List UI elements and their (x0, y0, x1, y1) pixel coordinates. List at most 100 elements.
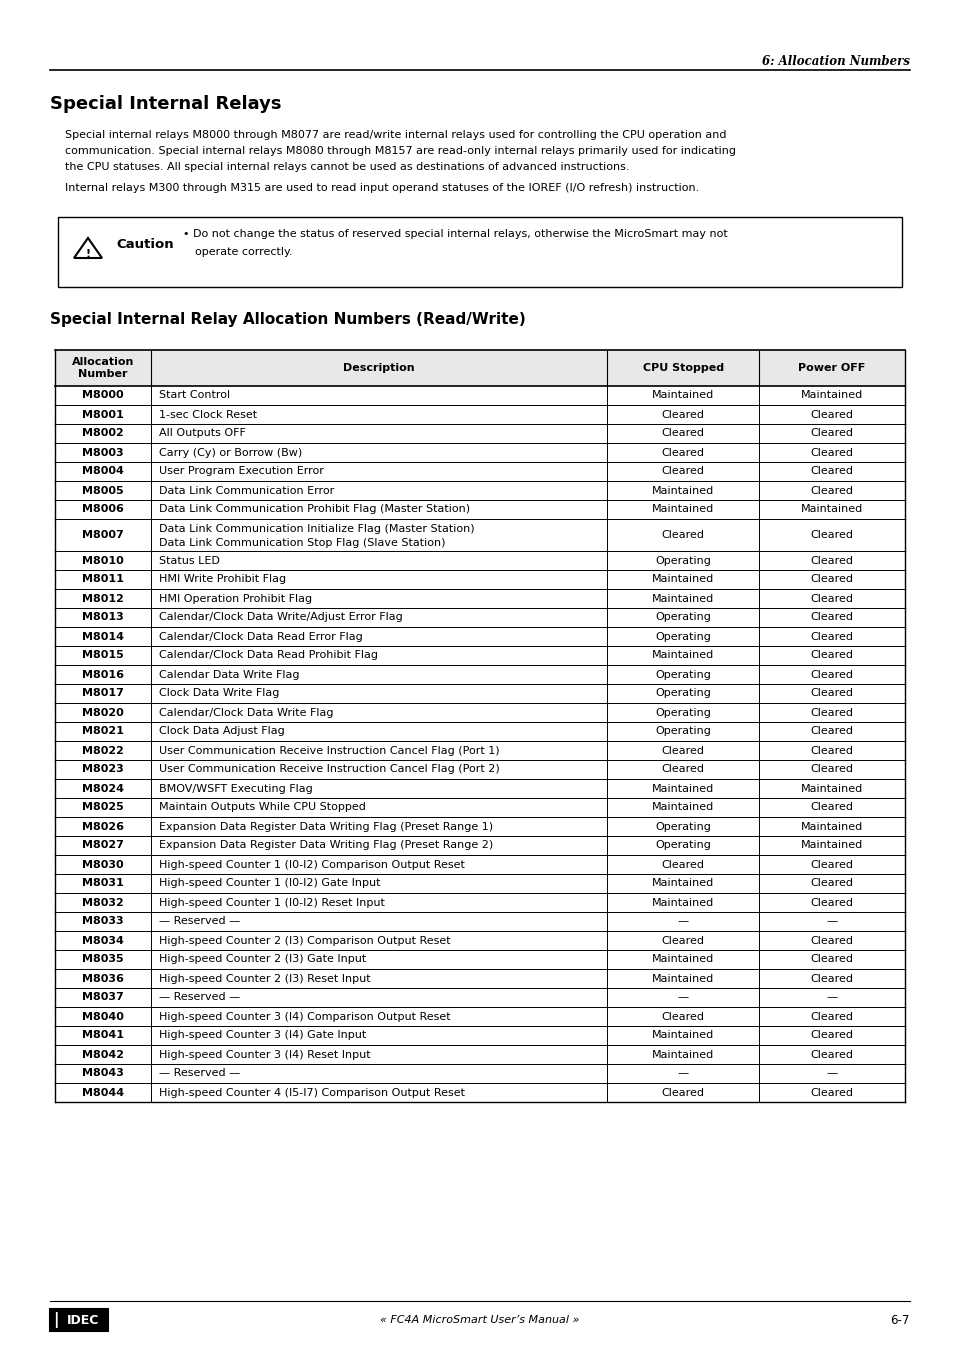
Text: Maintained: Maintained (651, 974, 714, 984)
Text: Cleared: Cleared (661, 1088, 704, 1097)
Text: Carry (Cy) or Borrow (Bw): Carry (Cy) or Borrow (Bw) (159, 447, 302, 458)
Text: Cleared: Cleared (661, 746, 704, 755)
Text: Cleared: Cleared (809, 1088, 853, 1097)
Text: Clock Data Write Flag: Clock Data Write Flag (159, 689, 279, 698)
Text: M8030: M8030 (82, 859, 124, 870)
Text: Clock Data Adjust Flag: Clock Data Adjust Flag (159, 727, 285, 736)
Text: Calendar Data Write Flag: Calendar Data Write Flag (159, 670, 299, 680)
Text: Calendar/Clock Data Write Flag: Calendar/Clock Data Write Flag (159, 708, 334, 717)
Text: Special Internal Relay Allocation Numbers (Read/Write): Special Internal Relay Allocation Number… (50, 312, 525, 327)
Text: Cleared: Cleared (809, 859, 853, 870)
Text: High-speed Counter 1 (I0-I2) Gate Input: High-speed Counter 1 (I0-I2) Gate Input (159, 878, 380, 889)
Text: M8017: M8017 (82, 689, 124, 698)
Text: Operating: Operating (655, 727, 710, 736)
Text: Cleared: Cleared (809, 650, 853, 661)
Text: Maintained: Maintained (651, 504, 714, 515)
Text: M8006: M8006 (82, 504, 124, 515)
Text: Maintained: Maintained (800, 390, 862, 400)
Text: M8033: M8033 (82, 916, 124, 927)
Text: M8040: M8040 (82, 1012, 124, 1021)
Text: Operating: Operating (655, 670, 710, 680)
Text: —: — (825, 1069, 837, 1078)
Text: M8025: M8025 (82, 802, 124, 812)
Text: Maintained: Maintained (800, 840, 862, 851)
Text: High-speed Counter 2 (I3) Reset Input: High-speed Counter 2 (I3) Reset Input (159, 974, 371, 984)
Text: Cleared: Cleared (809, 689, 853, 698)
Text: Operating: Operating (655, 708, 710, 717)
Text: HMI Write Prohibit Flag: HMI Write Prohibit Flag (159, 574, 286, 585)
Text: User Program Execution Error: User Program Execution Error (159, 466, 324, 477)
Text: Maintained: Maintained (651, 593, 714, 604)
Text: M8027: M8027 (82, 840, 124, 851)
Text: High-speed Counter 3 (I4) Reset Input: High-speed Counter 3 (I4) Reset Input (159, 1050, 371, 1059)
Text: High-speed Counter 2 (I3) Gate Input: High-speed Counter 2 (I3) Gate Input (159, 955, 366, 965)
Text: Cleared: Cleared (661, 409, 704, 420)
Text: Description: Description (343, 363, 415, 373)
Text: M8015: M8015 (82, 650, 124, 661)
Text: Maintained: Maintained (800, 821, 862, 831)
Text: Maintained: Maintained (651, 485, 714, 496)
Text: Operating: Operating (655, 840, 710, 851)
Text: the CPU statuses. All special internal relays cannot be used as destinations of : the CPU statuses. All special internal r… (65, 162, 629, 172)
Text: Cleared: Cleared (809, 485, 853, 496)
Text: M8042: M8042 (82, 1050, 124, 1059)
Text: Cleared: Cleared (661, 530, 704, 540)
Text: —: — (677, 1069, 688, 1078)
Text: User Communication Receive Instruction Cancel Flag (Port 1): User Communication Receive Instruction C… (159, 746, 499, 755)
Text: — Reserved —: — Reserved — (159, 1069, 240, 1078)
Text: M8043: M8043 (82, 1069, 124, 1078)
Text: M8021: M8021 (82, 727, 124, 736)
Text: M8014: M8014 (82, 631, 124, 642)
Text: Cleared: Cleared (809, 670, 853, 680)
Text: Cleared: Cleared (809, 1050, 853, 1059)
Text: M8016: M8016 (82, 670, 124, 680)
Text: |: | (53, 1312, 58, 1328)
Text: Maintained: Maintained (651, 955, 714, 965)
Text: Cleared: Cleared (809, 974, 853, 984)
Text: Operating: Operating (655, 612, 710, 623)
Text: Operating: Operating (655, 555, 710, 566)
Text: Maintained: Maintained (651, 897, 714, 908)
Text: Data Link Communication Error: Data Link Communication Error (159, 485, 334, 496)
Text: Cleared: Cleared (809, 935, 853, 946)
Text: Cleared: Cleared (809, 593, 853, 604)
Text: Allocation
Number: Allocation Number (71, 357, 134, 378)
Text: —: — (825, 993, 837, 1002)
Bar (50, 1309, 108, 1331)
Text: Cleared: Cleared (809, 878, 853, 889)
Text: 1-sec Clock Reset: 1-sec Clock Reset (159, 409, 257, 420)
Text: 6: Allocation Numbers: 6: Allocation Numbers (761, 55, 909, 68)
Text: M8004: M8004 (82, 466, 124, 477)
Text: Cleared: Cleared (809, 708, 853, 717)
Text: Data Link Communication Stop Flag (Slave Station): Data Link Communication Stop Flag (Slave… (159, 538, 445, 549)
Text: Operating: Operating (655, 631, 710, 642)
Text: — Reserved —: — Reserved — (159, 993, 240, 1002)
Text: Data Link Communication Initialize Flag (Master Station): Data Link Communication Initialize Flag … (159, 524, 475, 534)
Text: M8001: M8001 (82, 409, 124, 420)
Text: Cleared: Cleared (809, 555, 853, 566)
Text: M8023: M8023 (82, 765, 124, 774)
Text: M8002: M8002 (82, 428, 124, 439)
Text: M8012: M8012 (82, 593, 124, 604)
Text: Cleared: Cleared (809, 447, 853, 458)
Text: IDEC: IDEC (67, 1313, 99, 1327)
Text: M8036: M8036 (82, 974, 124, 984)
Text: Special internal relays M8000 through M8077 are read/write internal relays used : Special internal relays M8000 through M8… (65, 130, 726, 141)
Text: M8020: M8020 (82, 708, 124, 717)
Text: M8000: M8000 (82, 390, 124, 400)
Text: M8032: M8032 (82, 897, 124, 908)
Text: Cleared: Cleared (809, 574, 853, 585)
Text: M8013: M8013 (82, 612, 124, 623)
Text: M8011: M8011 (82, 574, 124, 585)
Text: M8031: M8031 (82, 878, 124, 889)
Text: Operating: Operating (655, 689, 710, 698)
Text: • Do not change the status of reserved special internal relays, otherwise the Mi: • Do not change the status of reserved s… (183, 230, 727, 239)
Bar (55, 350, 904, 386)
Text: Cleared: Cleared (809, 466, 853, 477)
Text: M8041: M8041 (82, 1031, 124, 1040)
Text: M8035: M8035 (82, 955, 124, 965)
Text: 6-7: 6-7 (890, 1313, 909, 1327)
Text: Cleared: Cleared (809, 1031, 853, 1040)
Text: M8044: M8044 (82, 1088, 124, 1097)
Text: M8005: M8005 (82, 485, 124, 496)
